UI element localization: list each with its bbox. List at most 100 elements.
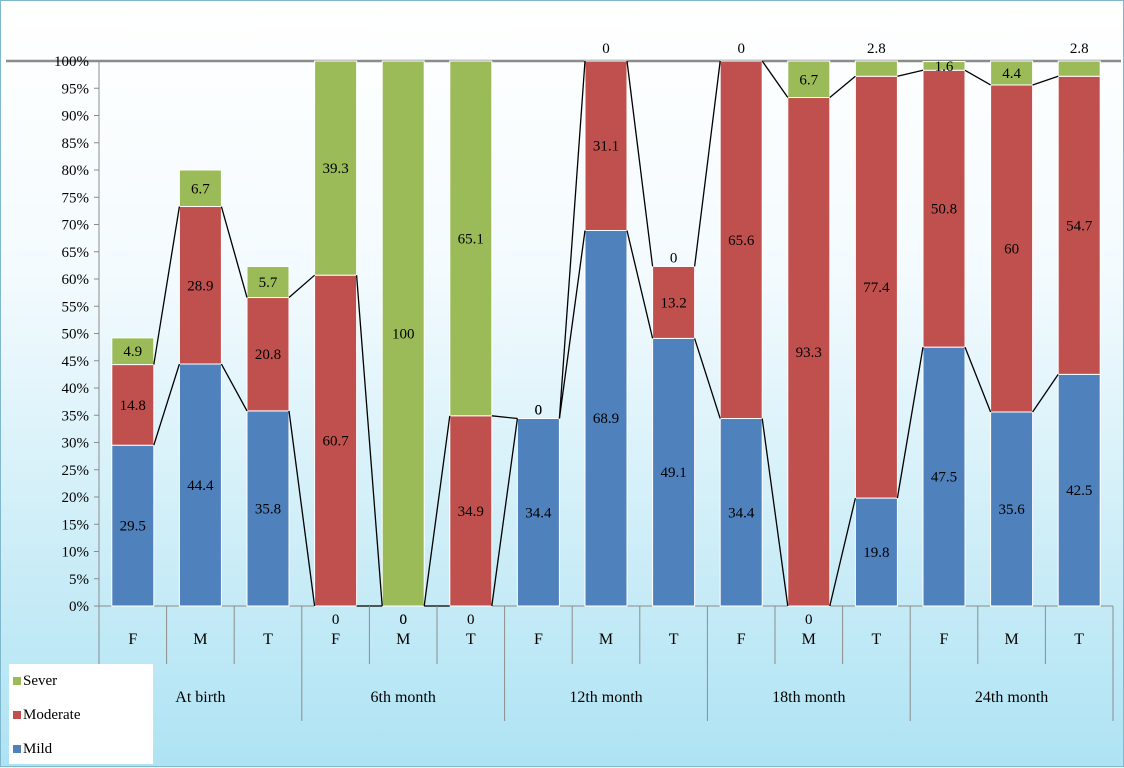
series-line-mild: [829, 497, 857, 607]
data-label-mild: 44.4: [187, 478, 214, 494]
bar-segment-sever: [854, 60, 898, 77]
data-label-moderate: 14.8: [120, 398, 146, 414]
data-label-moderate: 34.9: [458, 504, 484, 520]
y-tick-label: 70%: [62, 218, 90, 234]
bar-segment-moderate: [246, 297, 290, 412]
y-tick-label: 40%: [62, 381, 90, 397]
data-label-moderate: 31.1: [593, 139, 619, 155]
data-label-moderate: 20.8: [255, 347, 281, 363]
bar-segment-sever: [111, 337, 155, 366]
x-category-label: M: [599, 631, 613, 648]
bar-segment-moderate: [584, 60, 628, 231]
y-tick-label: 35%: [62, 408, 90, 424]
y-tick-label: 10%: [62, 545, 90, 561]
legend-label-mild: Mild: [23, 741, 53, 757]
bar-segment-moderate: [719, 60, 763, 420]
data-label-sever: 0: [737, 41, 745, 57]
legend-swatch-mild: [13, 745, 21, 753]
data-label-mild: 49.1: [660, 465, 686, 481]
data-label-moderate: 93.3: [796, 345, 822, 361]
bar-segment-moderate: [314, 274, 358, 607]
x-group-label: 6th month: [371, 689, 436, 706]
legend-box: [9, 664, 153, 764]
legend-swatch-sever: [13, 677, 21, 685]
x-category-label: M: [802, 631, 816, 648]
bar-segment-mild: [719, 418, 763, 607]
y-tick-label: 65%: [62, 245, 90, 261]
data-label-moderate: 50.8: [931, 202, 957, 218]
data-label-moderate: 0: [399, 612, 407, 628]
y-tick-label: 80%: [62, 163, 90, 179]
series-line-moderate: [558, 60, 586, 419]
series-line-moderate: [693, 60, 721, 267]
data-label-mild: 42.5: [1066, 483, 1092, 499]
series-line-mild: [896, 347, 924, 499]
y-tick-label: 5%: [69, 572, 89, 588]
bar-segment-sever: [314, 60, 358, 276]
legend-label-sever: Sever: [23, 673, 57, 689]
bar-segment-mild: [854, 497, 898, 607]
x-category-label: T: [466, 631, 476, 648]
y-tick-label: 0%: [69, 599, 89, 615]
x-category-label: F: [737, 631, 746, 648]
data-label-moderate: 28.9: [187, 278, 213, 294]
x-category-label: M: [1004, 631, 1018, 648]
y-tick-label: 25%: [62, 463, 90, 479]
series-line-mild: [220, 363, 248, 412]
series-line-moderate: [964, 69, 991, 86]
series-line-mild: [153, 363, 181, 446]
x-category-label: T: [263, 631, 273, 648]
data-label-sever: 0: [602, 41, 610, 57]
bar-segment-sever: [449, 60, 493, 417]
data-label-mild: 29.5: [120, 519, 146, 535]
data-label-mild: 0: [805, 612, 813, 628]
series-line-mild: [693, 338, 721, 419]
bar-segment-mild: [990, 411, 1034, 607]
data-label-moderate: 60: [1004, 241, 1019, 257]
data-label-moderate: 0: [535, 403, 543, 419]
data-label-sever: 0: [670, 250, 678, 266]
series-line-mild: [1032, 374, 1059, 413]
x-group-label: At birth: [175, 689, 225, 706]
series-line-mild: [626, 230, 654, 339]
data-label-mild: 34.4: [525, 505, 552, 521]
data-label-mild: 68.9: [593, 411, 619, 427]
data-label-mild: 34.4: [728, 505, 755, 521]
data-label-mild: 35.8: [255, 501, 281, 517]
x-category-label: T: [1074, 631, 1084, 648]
data-label-sever: 65.1: [458, 231, 484, 247]
data-label-sever: 6.7: [799, 72, 818, 88]
data-label-moderate: 13.2: [660, 295, 686, 311]
series-line-mild: [964, 346, 992, 413]
data-label-moderate: 60.7: [322, 434, 349, 450]
bar-segment-mild: [246, 410, 290, 607]
legend-swatch-moderate: [13, 711, 21, 719]
data-label-moderate: 65.6: [728, 233, 755, 249]
y-tick-label: 50%: [62, 327, 90, 343]
data-label-mild: 0: [399, 612, 407, 628]
y-tick-label: 20%: [62, 490, 90, 506]
series-line-mild: [288, 410, 316, 607]
x-category-label: M: [396, 631, 410, 648]
series-line-moderate: [829, 75, 856, 99]
data-label-sever: 6.7: [191, 181, 210, 197]
data-label-mild: 35.6: [998, 502, 1025, 518]
data-label-sever: 1.6: [935, 59, 954, 75]
data-label-sever: 2.8: [867, 41, 886, 57]
data-label-moderate: 54.7: [1066, 218, 1093, 234]
series-line-mild: [558, 230, 586, 419]
x-category-label: T: [872, 631, 882, 648]
bar-segment-moderate: [652, 265, 696, 339]
series-line-moderate: [423, 415, 451, 607]
bar-segment-sever: [1057, 60, 1101, 77]
data-label-mild: 0: [332, 612, 340, 628]
x-group-label: 24th month: [975, 689, 1048, 706]
bar-segment-mild: [652, 337, 696, 607]
bar-segment-sever: [787, 60, 831, 99]
y-tick-label: 30%: [62, 436, 90, 452]
series-line-moderate: [897, 69, 924, 77]
x-category-label: F: [128, 631, 137, 648]
series-line-moderate: [626, 60, 654, 267]
bar-segment-moderate: [922, 69, 966, 348]
